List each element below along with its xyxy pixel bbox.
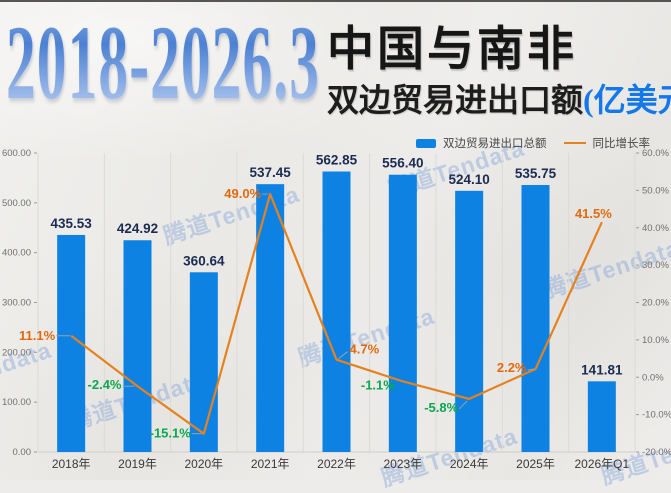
bar [189, 272, 218, 452]
label-leader-line [338, 351, 348, 360]
growth-value-label: -5.8% [424, 400, 458, 415]
left-axis-label: 100.00 [2, 397, 31, 408]
bar-value-label: 535.75 [515, 166, 557, 181]
growth-value-label: 11.1% [19, 328, 56, 343]
category-label: 2026年Q1 [574, 457, 629, 471]
right-axis-label: 30.0% [642, 260, 669, 271]
bar [322, 171, 351, 452]
right-axis-label: -10.0% [642, 410, 671, 421]
category-label: 2019年 [118, 457, 157, 471]
legend-line-label: 同比增长率 [592, 138, 651, 150]
category-label: 2025年 [516, 457, 555, 471]
left-axis-label: 400.00 [2, 248, 31, 259]
bar-value-label: 556.40 [382, 156, 423, 171]
category-label: 2022年 [317, 457, 356, 471]
growth-value-label: -2.4% [88, 377, 122, 392]
title-block: 中国与南非 双边贸易进出口额(亿美元) [327, 24, 671, 119]
left-axis-label: 200.00 [2, 347, 31, 358]
legend-bar-swatch-icon [416, 138, 436, 148]
bar-value-label: 537.45 [250, 165, 292, 180]
growth-line [70, 193, 603, 435]
chart-legend: 双边贸易进出口总额 同比增长率 [416, 134, 650, 152]
category-label: 2023年 [383, 457, 422, 471]
bar-value-label: 435.53 [51, 216, 93, 231]
legend-line-swatch-icon [563, 142, 586, 144]
bar-value-label: 141.81 [581, 362, 623, 377]
growth-value-label: -1.1% [361, 377, 395, 392]
title-unit: (亿美元) [583, 81, 671, 118]
category-label: 2021年 [251, 457, 290, 471]
combo-chart: 600.00 500.00 400.00 300.00 200.00 100.00 0.00… [2, 148, 671, 471]
bar [521, 185, 550, 452]
category-label: 2018年 [52, 457, 91, 471]
right-axis-label: 40.0% [642, 223, 669, 234]
bar-value-label: 360.64 [183, 253, 225, 268]
label-leader-line [458, 400, 468, 410]
growth-value-label: 41.5% [575, 206, 612, 221]
left-axis-label: 600.00 [2, 148, 31, 159]
right-axis-label: 10.0% [642, 335, 669, 346]
bar [388, 174, 417, 452]
right-axis-label: 50.0% [642, 185, 669, 196]
growth-value-label: 2.2% [497, 360, 527, 375]
bar [123, 240, 152, 452]
category-label: 2024年 [450, 457, 489, 471]
right-axis-label: 20.0% [642, 298, 669, 309]
legend-bar-label: 双边贸易进出口总额 [443, 138, 547, 150]
bar [455, 190, 484, 453]
top-border [0, 0, 671, 2]
title-line2-text: 双边贸易进出口额 [327, 81, 584, 118]
title-line2: 双边贸易进出口额(亿美元) [327, 81, 671, 119]
bar-value-label: 562.85 [316, 153, 358, 168]
growth-value-label: 4.7% [350, 342, 380, 357]
right-axis-label: -20.0% [642, 447, 671, 458]
bar-value-label: 524.10 [449, 172, 490, 187]
left-axis-label: 300.00 [2, 298, 31, 309]
growth-value-label: -15.1% [150, 426, 192, 441]
right-axis-label: 0.0% [642, 372, 664, 383]
growth-value-label: 49.0% [224, 186, 261, 201]
bar [256, 184, 285, 452]
left-axis-label: 0.00 [13, 447, 32, 458]
category-label: 2020年 [184, 457, 223, 471]
right-axis-label: 60.0% [642, 148, 669, 159]
title-line1: 中国与南非 [327, 24, 577, 76]
left-axis-label: 500.00 [2, 198, 31, 209]
bar-value-label: 424.92 [117, 221, 158, 236]
title-years: 2018-2026.3 [6, 4, 321, 121]
bar [587, 381, 616, 452]
label-leader-line [527, 368, 535, 371]
